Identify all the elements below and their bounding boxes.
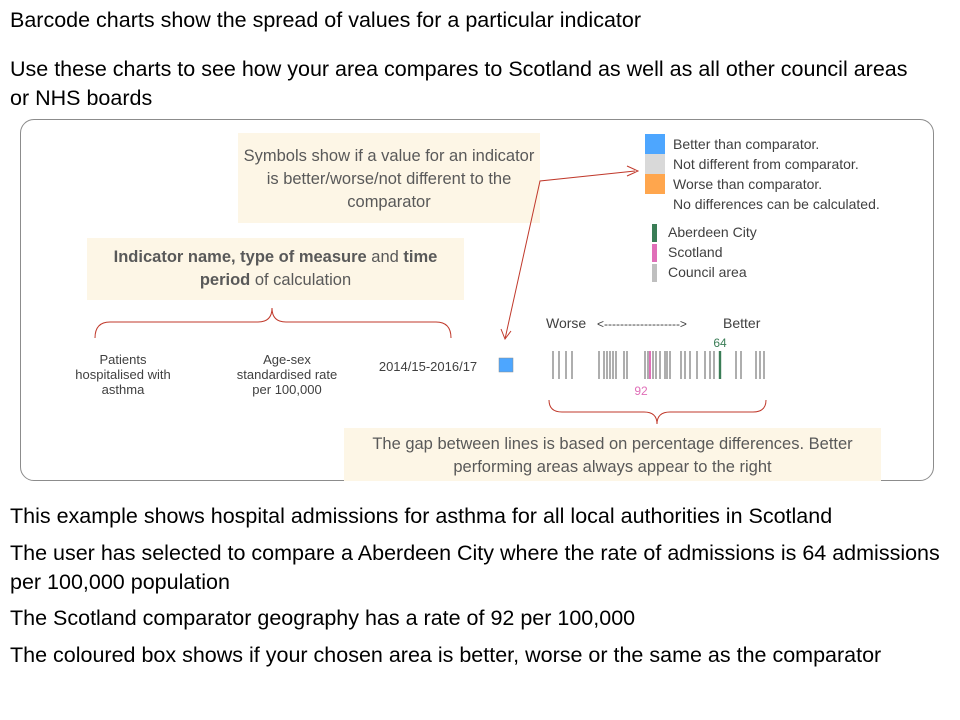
symbols-arrowhead-box [500, 328, 512, 341]
intro-heading: Barcode charts show the spread of values… [10, 8, 641, 32]
callout-symbols: Symbols show if a value for an indicator… [238, 133, 540, 223]
time-period: 2014/15-2016/17 [378, 359, 478, 374]
bottom-text-3: The Scotland comparator geography has a … [10, 606, 636, 630]
legend-label-council: Council area [668, 264, 747, 280]
legend-bar-area [652, 224, 657, 242]
legend-label-no-difference: No differences can be calculated. [673, 196, 880, 212]
callout-gap: The gap between lines is based on percen… [344, 428, 881, 481]
legend-swatch-no-difference [645, 194, 665, 214]
barcode-lines [552, 351, 765, 379]
status-box [498, 357, 514, 373]
callout-indicator-bold1: Indicator name, type of measure [113, 248, 367, 266]
indicator-name: Patients hospitalised with asthma [75, 352, 171, 397]
symbols-arrowhead-legend [626, 165, 640, 177]
legend-swatch-not-different [645, 154, 665, 174]
legend-swatch-worse [645, 174, 665, 194]
callout-indicator-bold2: time period [199, 248, 438, 289]
callout-indicator-rest: of calculation [250, 271, 352, 289]
measure-type: Age-sex standardised rate per 100,000 [236, 352, 338, 397]
legend-label-scotland: Scotland [668, 244, 723, 260]
legend-label-not-different: Not different from comparator. [673, 156, 859, 172]
bottom-text-1: This example shows hospital admissions f… [10, 504, 833, 528]
barcode-arrow: <-------------------> [597, 317, 687, 331]
barcode-worse-label: Worse [546, 315, 586, 331]
legend-label-better: Better than comparator. [673, 136, 820, 152]
area-value-label: 64 [713, 336, 727, 350]
barcode-better-label: Better [723, 315, 761, 331]
bottom-text-2: The user has selected to compare a Aberd… [10, 541, 940, 594]
legend-swatch-better [645, 134, 665, 154]
symbols-arrow [504, 170, 636, 340]
indicator-brace [94, 307, 452, 339]
intro-text: Use these charts to see how your area co… [10, 57, 908, 110]
barcode-brace [548, 399, 767, 425]
callout-indicator: Indicator name, type of measure and time… [87, 238, 464, 300]
legend-bar-council [652, 264, 657, 282]
legend-label-area: Aberdeen City [668, 224, 757, 240]
callout-indicator-and: and [366, 248, 404, 266]
legend-bar-scotland [652, 244, 657, 262]
legend-label-worse: Worse than comparator. [673, 176, 823, 192]
bottom-text-4: The coloured box shows if your chosen ar… [10, 643, 882, 667]
scotland-value-label: 92 [634, 384, 648, 398]
